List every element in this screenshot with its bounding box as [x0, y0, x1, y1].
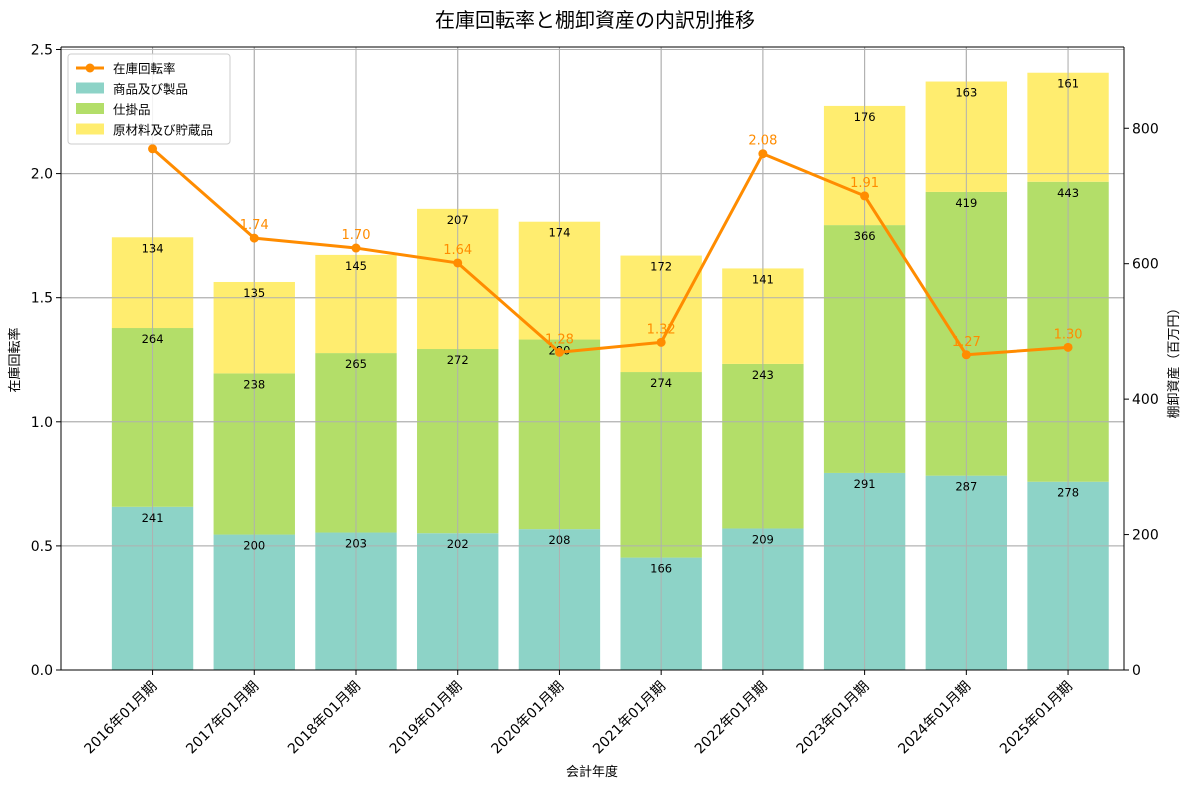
y-left-tick-label: 1.5: [31, 291, 53, 307]
bar-value-label: 238: [243, 377, 265, 391]
turnover-value-label: 1.70: [342, 228, 371, 243]
legend-bar-swatch: [76, 82, 104, 94]
legend-label: 商品及び製品: [113, 82, 188, 97]
y-right-tick-label: 800: [1132, 121, 1159, 137]
turnover-point: [148, 144, 158, 154]
turnover-point: [860, 191, 870, 201]
bar-value-label: 208: [548, 533, 570, 547]
bar-value-label: 203: [345, 537, 367, 551]
legend-bar-swatch: [76, 123, 104, 135]
bar-value-label: 161: [1057, 77, 1079, 91]
legend-marker: [85, 63, 95, 73]
bar-value-label: 274: [650, 376, 672, 390]
bar-value-label: 166: [650, 562, 672, 576]
turnover-point: [554, 347, 564, 357]
x-axis-title: 会計年度: [566, 764, 618, 780]
chart-title: 在庫回転率と棚卸資産の内訳別推移: [435, 8, 755, 32]
bar-value-label: 443: [1057, 186, 1079, 200]
bar-value-label: 145: [345, 259, 367, 273]
turnover-value-label: 1.28: [545, 332, 574, 347]
bar-value-label: 272: [447, 353, 469, 367]
legend-box: [67, 53, 231, 145]
bar-value-label: 243: [752, 368, 774, 382]
bars: [111, 72, 1109, 670]
turnover-point: [351, 243, 361, 253]
turnover-value-label: 2.08: [748, 134, 777, 149]
bar-value-label: 366: [854, 229, 876, 243]
bar-value-label: 163: [955, 86, 977, 100]
bar-value-label: 287: [955, 480, 977, 494]
y-right-tick-label: 600: [1132, 257, 1159, 273]
y-axis-left-title: 在庫回転率: [7, 327, 23, 392]
bar-value-label: 135: [243, 286, 265, 300]
y-left-tick-label: 1.0: [31, 415, 53, 431]
x-tick-label: 2023年01月期: [794, 679, 873, 758]
turnover-value-label: 1.30: [1054, 327, 1083, 342]
bar-value-label: 174: [548, 226, 570, 240]
turnover-value-label: 1.74: [240, 218, 269, 233]
bar-value-label: 264: [142, 332, 164, 346]
x-tick-label: 2020年01月期: [488, 679, 567, 758]
y-left-tick-label: 2.5: [31, 42, 53, 58]
y-axis-right-title: 棚卸資産（百万円）: [1166, 301, 1182, 418]
turnover-point: [758, 149, 768, 159]
x-tick-label: 2022年01月期: [692, 679, 771, 758]
bar-value-label: 265: [345, 357, 367, 371]
x-tick-label: 2017年01月期: [183, 679, 262, 758]
turnover-value-label: 1.64: [443, 243, 472, 258]
x-tick-label: 2016年01月期: [82, 679, 161, 758]
y-right-tick-label: 200: [1132, 528, 1159, 544]
bar-value-label: 241: [142, 511, 164, 525]
bar-value-label: 291: [854, 477, 876, 491]
turnover-value-label: 1.27: [952, 335, 981, 350]
x-tick-label: 2024年01月期: [895, 679, 974, 758]
bar-value-label: 176: [854, 110, 876, 124]
turnover-point: [656, 337, 666, 347]
legend-label: 原材料及び貯蔵品: [113, 123, 213, 138]
x-tick-label: 2021年01月期: [590, 679, 669, 758]
y-right-tick-label: 400: [1132, 392, 1159, 408]
turnover-point: [249, 233, 259, 243]
turnover-value-label: 1.32: [647, 322, 676, 337]
turnover-point: [453, 258, 463, 268]
y-left-tick-label: 0.0: [31, 663, 53, 679]
y-left-tick-label: 2.0: [31, 167, 53, 183]
bar-value-label: 172: [650, 260, 672, 274]
x-tick-label: 2018年01月期: [285, 679, 364, 758]
turnover-line: 1.74 1.70 1.64 1.28 1.32 2.08 1.91 1.27 1.30: [148, 134, 1083, 360]
y-left-tick-label: 0.5: [31, 539, 53, 555]
x-tick-label: 2019年01月期: [387, 679, 466, 758]
bar-labels: 241 200 203 202 208 166 209 291 287 278 264 238 265 2…: [142, 77, 1079, 576]
bar-value-label: 278: [1057, 486, 1079, 500]
bar-value-label: 134: [142, 241, 164, 255]
y-right-tick-label: 0: [1132, 663, 1141, 679]
bar-value-label: 202: [447, 537, 469, 551]
bar-value-label: 207: [447, 213, 469, 227]
legend-bar-swatch: [76, 103, 104, 114]
bar-value-label: 200: [243, 539, 265, 553]
bar-value-label: 209: [752, 532, 774, 546]
turnover-polyline: [151, 147, 1069, 357]
turnover-point: [1063, 342, 1073, 352]
turnover-value-label: 1.91: [850, 176, 879, 191]
x-tick-label: 2025年01月期: [997, 679, 1076, 758]
bar-value-label: 419: [955, 196, 977, 210]
bar-value-label: 141: [752, 272, 774, 286]
legend-label: 在庫回転率: [113, 61, 176, 76]
legend-label: 仕掛品: [113, 102, 151, 117]
turnover-point: [961, 350, 971, 360]
